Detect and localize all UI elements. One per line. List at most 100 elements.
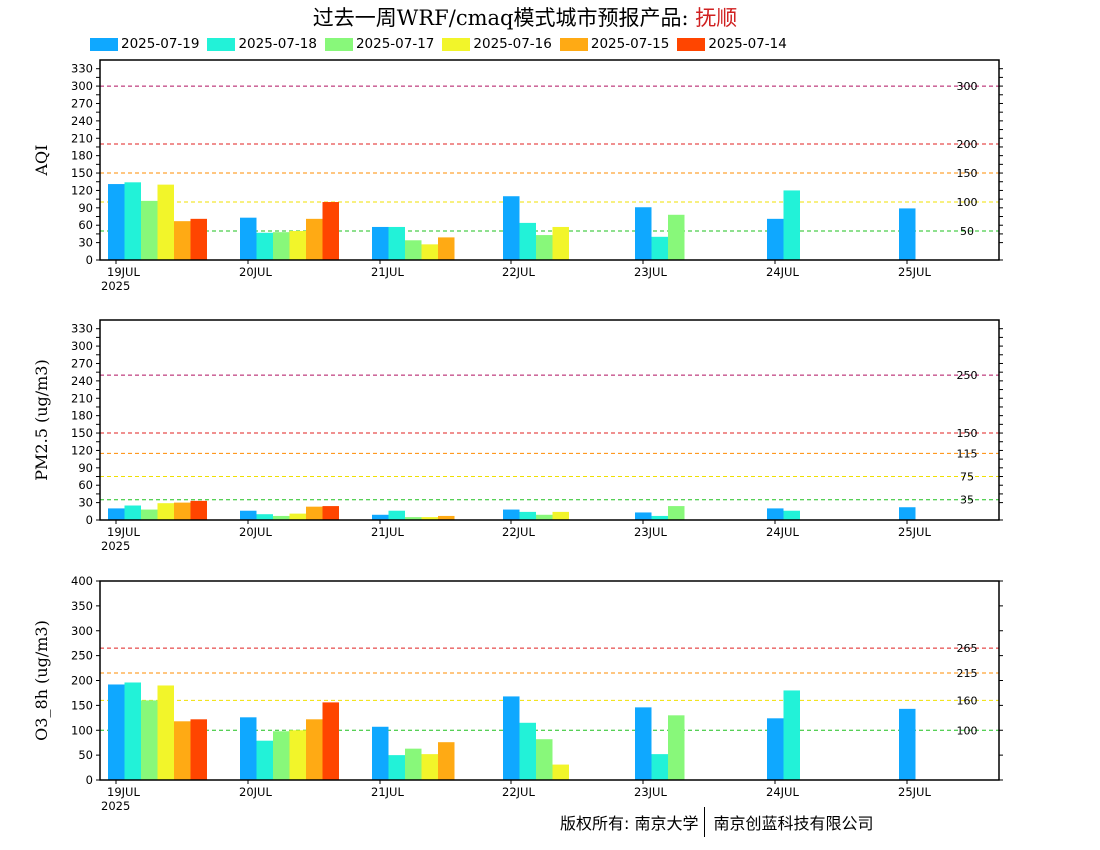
y-tick-label: 270 — [71, 96, 93, 110]
y-tick-label: 120 — [71, 443, 93, 457]
legend-item: 2025-07-14 — [677, 36, 787, 52]
y-tick-label: 210 — [71, 391, 93, 405]
bar — [388, 755, 405, 780]
x-tick-label: 24JUL — [766, 525, 799, 539]
y-tick-label: 180 — [71, 149, 93, 163]
x-tick-label: 20JUL — [239, 525, 272, 539]
bar — [503, 696, 520, 780]
y-tick-label: 150 — [71, 698, 93, 712]
bar — [157, 685, 174, 780]
bar — [157, 184, 174, 260]
x-year-label: 2025 — [101, 799, 130, 813]
y-tick-label: 330 — [71, 322, 93, 336]
legend-swatch — [559, 37, 588, 51]
reference-line-label: 215 — [957, 667, 978, 680]
x-tick-label: 25JUL — [898, 785, 931, 799]
x-year-label: 2025 — [101, 279, 130, 293]
legend-item: 2025-07-19 — [90, 36, 199, 52]
bar — [108, 508, 125, 520]
bar — [635, 207, 652, 260]
bar — [256, 740, 273, 780]
bar — [552, 764, 569, 780]
chart-title-main: 过去一周WRF/cmaq模式城市预报产品: — [312, 6, 696, 30]
bar — [767, 718, 784, 780]
y-tick-label: 90 — [78, 461, 93, 475]
bar — [141, 700, 158, 780]
bar — [157, 503, 174, 520]
reference-line-label: 100 — [957, 724, 978, 737]
y-tick-label: 120 — [71, 183, 93, 197]
y-tick-label: 210 — [71, 131, 93, 145]
bar — [322, 202, 339, 260]
copyright-footer: 版权所有: 南京大学 南京创蓝科技有限公司 — [560, 806, 874, 838]
bar — [256, 514, 273, 520]
reference-line-label: 150 — [957, 427, 978, 440]
bar — [668, 214, 685, 260]
y-tick-label: 60 — [78, 218, 93, 232]
bar — [519, 222, 536, 260]
bar — [124, 505, 141, 520]
bar — [405, 240, 422, 260]
legend-swatch — [442, 37, 471, 51]
legend-item: 2025-07-18 — [207, 36, 317, 52]
x-tick-label: 20JUL — [239, 785, 272, 799]
bar — [289, 513, 306, 520]
x-year-label: 2025 — [101, 539, 130, 553]
y-tick-label: 200 — [71, 674, 93, 688]
y-axis-label: PM2.5 (ug/m3) — [32, 359, 51, 480]
bar — [405, 517, 422, 520]
y-tick-label: 150 — [71, 166, 93, 180]
x-tick-label: 22JUL — [502, 525, 535, 539]
reference-line-label: 300 — [957, 80, 978, 93]
bar — [372, 726, 389, 780]
bar — [306, 506, 323, 520]
bar — [552, 226, 569, 260]
legend-item: 2025-07-16 — [442, 36, 552, 52]
y-tick-label: 250 — [71, 649, 93, 663]
bar — [273, 515, 290, 520]
reference-line-label: 200 — [957, 138, 978, 151]
y-axis-label: AQI — [32, 145, 51, 177]
x-tick-label: 22JUL — [502, 265, 535, 279]
legend-label: 2025-07-16 — [473, 36, 552, 52]
y-tick-label: 300 — [71, 79, 93, 93]
bar — [174, 221, 191, 260]
bar — [124, 682, 141, 780]
plot-frame — [99, 319, 1000, 521]
bar — [322, 702, 339, 780]
x-tick-label: 24JUL — [766, 265, 799, 279]
y-tick-label: 330 — [71, 62, 93, 76]
bar — [536, 235, 553, 260]
bar — [190, 218, 207, 260]
reference-line-label: 250 — [957, 369, 978, 382]
legend-swatch — [324, 37, 353, 51]
bar — [306, 719, 323, 780]
bar — [108, 184, 125, 260]
bar — [124, 182, 141, 260]
legend-item: 2025-07-15 — [559, 36, 670, 52]
x-tick-label: 21JUL — [371, 265, 404, 279]
x-tick-label: 19JUL — [107, 785, 140, 799]
y-axis-label: O3_8h (ug/m3) — [32, 620, 51, 741]
plot-frame — [99, 59, 1000, 261]
bar — [899, 507, 916, 520]
bar — [388, 510, 405, 520]
y-tick-label: 30 — [78, 496, 93, 510]
x-tick-label: 23JUL — [634, 525, 667, 539]
bar — [536, 514, 553, 520]
bar — [503, 196, 520, 260]
bar — [388, 226, 405, 260]
x-tick-label: 19JUL — [107, 265, 140, 279]
chart-title: 过去一周WRF/cmaq模式城市预报产品: 抚顺 — [0, 2, 1050, 32]
legend-label: 2025-07-15 — [590, 36, 670, 52]
bar — [322, 506, 339, 520]
bar — [174, 502, 191, 520]
bar — [405, 748, 422, 780]
legend-label: 2025-07-19 — [121, 36, 200, 52]
y-tick-label: 60 — [78, 478, 93, 492]
legend-label: 2025-07-14 — [708, 36, 787, 52]
bar — [190, 719, 207, 780]
bar — [767, 218, 784, 260]
reference-line-label: 75 — [960, 471, 974, 484]
y-tick-label: 0 — [86, 513, 93, 527]
